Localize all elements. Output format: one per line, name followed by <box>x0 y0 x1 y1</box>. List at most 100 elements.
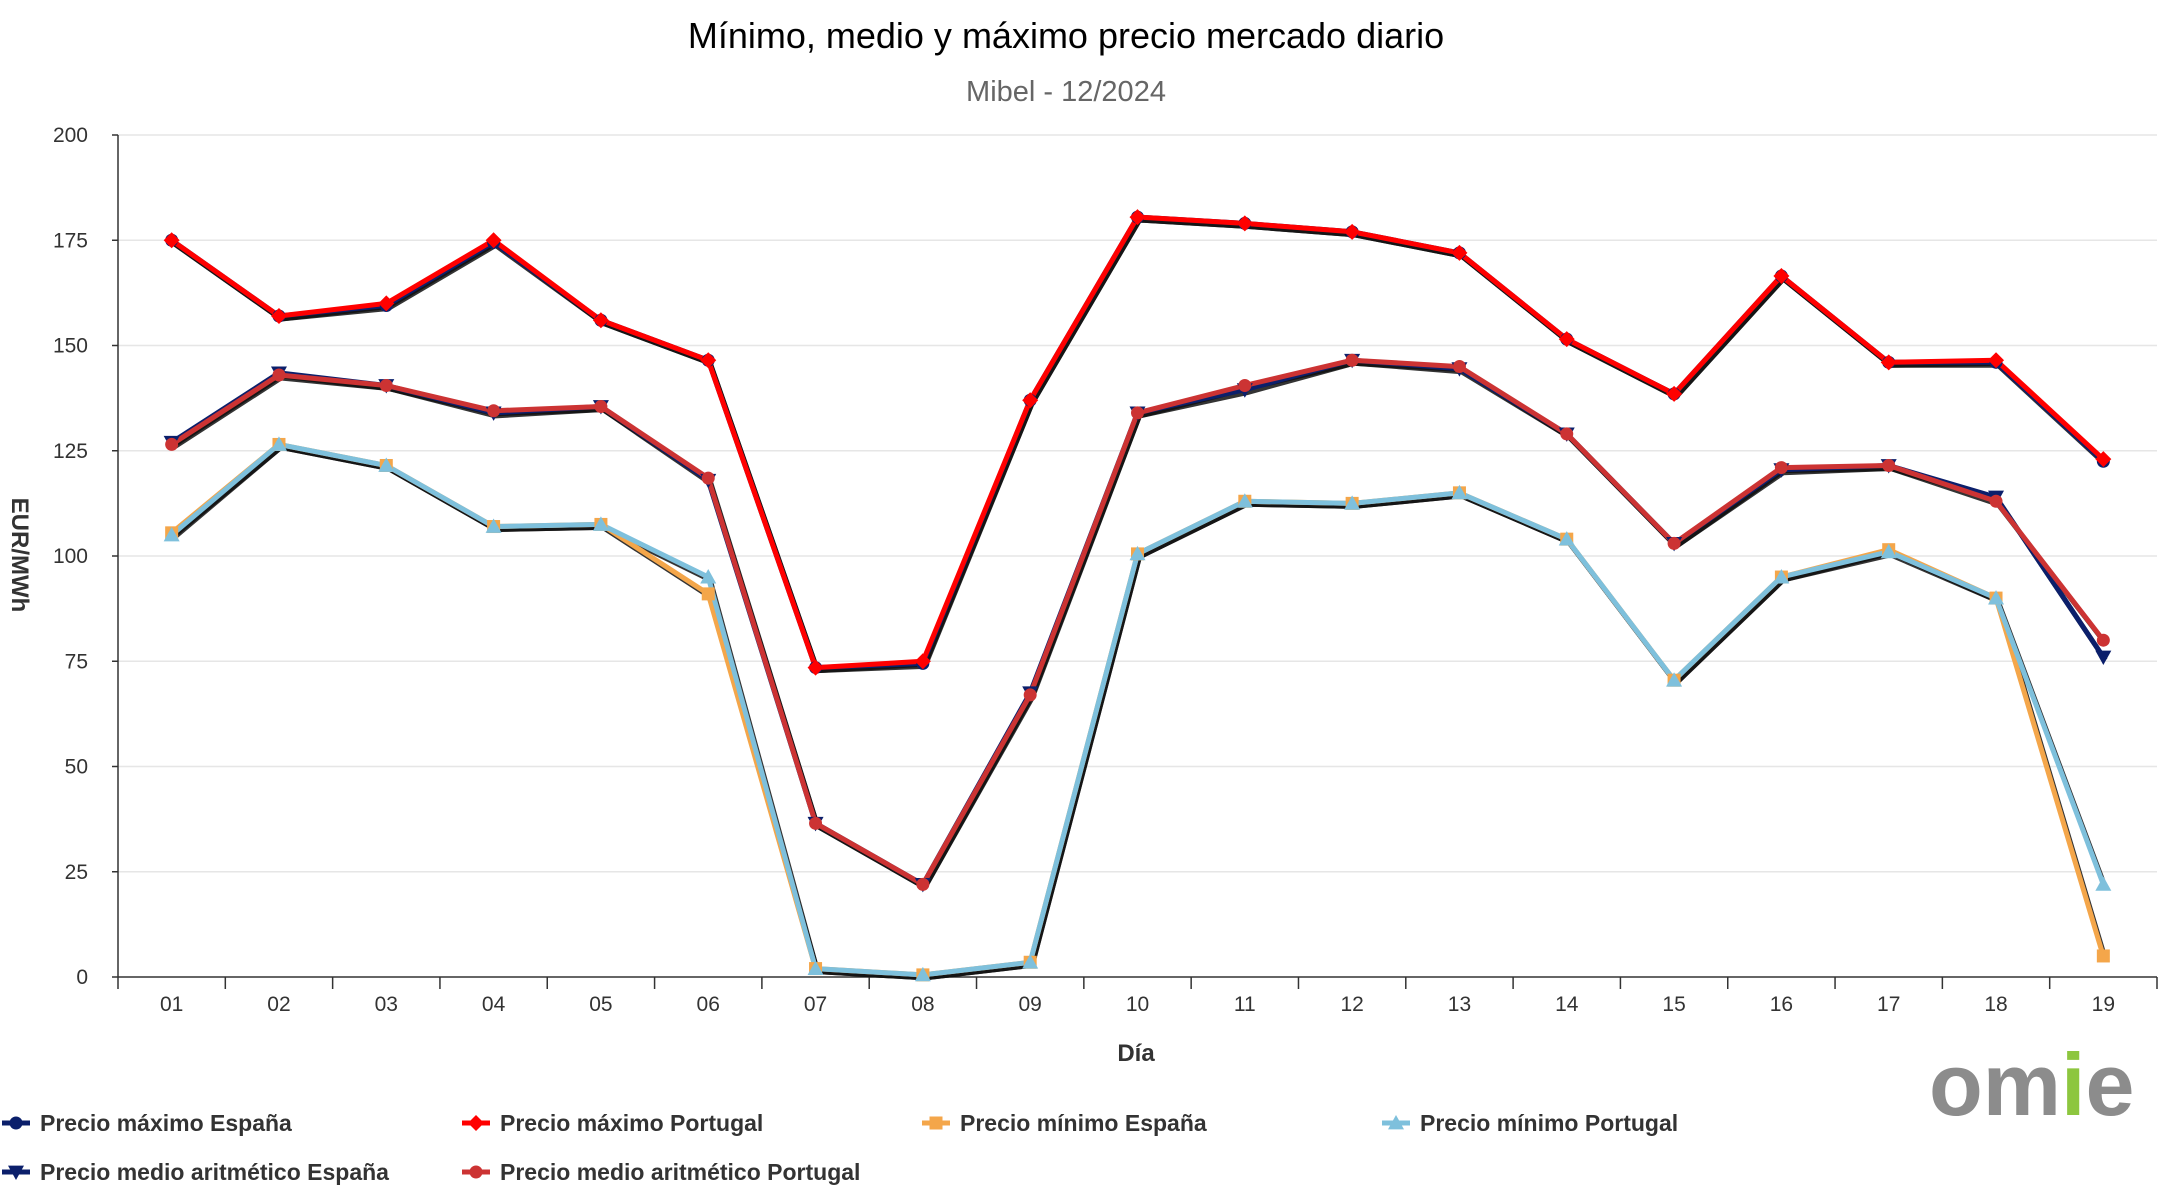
data-point <box>1989 494 2003 508</box>
data-point <box>1773 569 1790 584</box>
data-point <box>592 312 609 329</box>
x-tick-label: 15 <box>1662 993 1685 1016</box>
x-tick-label: 02 <box>267 993 290 1016</box>
x-tick-label: 08 <box>911 993 934 1016</box>
legend-item[interactable]: Precio medio aritmético España <box>2 1159 389 1185</box>
data-point <box>1988 590 2005 605</box>
data-point <box>1988 352 2005 369</box>
legend-label: Precio máximo Portugal <box>500 1110 763 1136</box>
data-point <box>163 526 180 542</box>
data-point <box>270 308 287 325</box>
data-point <box>378 295 395 312</box>
data-point <box>594 400 608 414</box>
series-line-1 <box>170 214 2105 671</box>
data-point <box>1022 392 1039 409</box>
axes <box>112 134 2158 989</box>
data-point <box>1131 406 1144 420</box>
data-point <box>270 436 287 451</box>
legend: Precio máximo España Precio máximo Portug… <box>2 1110 1678 1185</box>
data-point <box>1129 545 1146 561</box>
x-tick-label: 06 <box>697 993 720 1016</box>
data-point <box>701 587 715 601</box>
data-point <box>2095 876 2112 891</box>
legend-marker <box>9 1116 23 1130</box>
x-tick-label: 03 <box>375 993 398 1016</box>
series-shadow <box>172 217 2107 674</box>
omie-logo: omie <box>1929 1035 2134 1134</box>
data-point <box>700 569 717 584</box>
data-point <box>1023 688 1037 702</box>
legend-label: Precio medio aritmético España <box>40 1159 389 1185</box>
data-point <box>485 518 502 533</box>
chart-title: Mínimo, medio y máximo precio mercado di… <box>688 15 1444 56</box>
x-tick-label: 09 <box>1019 993 1042 1016</box>
series-line-5 <box>170 357 2106 887</box>
y-tick-label: 125 <box>53 440 88 463</box>
x-tick-label: 19 <box>2092 993 2115 1016</box>
data-point <box>1773 268 1790 285</box>
data-point <box>2095 451 2112 468</box>
y-tick-label: 175 <box>53 229 88 252</box>
legend-item[interactable]: Precio máximo España <box>2 1110 292 1136</box>
logo-letter: e <box>2085 1035 2134 1134</box>
x-tick-label: 13 <box>1448 993 1471 1016</box>
data-point <box>914 966 931 982</box>
logo-letter: o <box>1929 1035 1983 1134</box>
legend-label: Precio mínimo España <box>960 1110 1207 1136</box>
logo-letter: m <box>1983 1035 2061 1134</box>
data-point <box>914 653 931 670</box>
data-point <box>701 471 715 485</box>
data-point <box>1667 536 1681 550</box>
y-axis-title: EUR/MWh <box>6 498 33 613</box>
x-tick-label: 17 <box>1877 993 1900 1016</box>
legend-marker <box>469 1165 483 1179</box>
data-point <box>1880 354 1897 371</box>
y-tick-label: 150 <box>53 335 88 358</box>
data-point <box>1666 672 1683 687</box>
data-point <box>1022 954 1039 969</box>
series-shadow <box>172 217 2107 674</box>
legend-label: Precio medio aritmético Portugal <box>500 1159 860 1185</box>
data-point <box>807 960 824 975</box>
series-line-3 <box>170 441 2106 978</box>
data-point <box>1451 484 1468 500</box>
data-point <box>272 368 286 382</box>
grid-lines <box>118 134 2157 873</box>
data-point <box>1882 458 1896 472</box>
data-point <box>1344 495 1361 510</box>
data-point <box>592 516 609 531</box>
data-point <box>700 352 717 369</box>
series-line-0 <box>170 214 2105 671</box>
data-point <box>1560 427 1574 441</box>
y-tick-label: 200 <box>53 124 88 147</box>
data-point <box>2096 949 2110 963</box>
series-lines <box>163 209 2112 982</box>
data-point <box>916 877 930 891</box>
legend-item[interactable]: Precio máximo Portugal <box>462 1110 763 1136</box>
chart-subtitle: Mibel - 12/2024 <box>966 76 1166 108</box>
x-tick-label: 12 <box>1340 993 1363 1016</box>
x-tick-label: 18 <box>1984 993 2007 1016</box>
data-point <box>1345 353 1359 367</box>
data-point <box>1880 543 1897 559</box>
data-point <box>1452 360 1466 374</box>
data-point <box>1236 493 1253 508</box>
x-tick-labels: 01 02 03 04 05 06 07 08 09 10 11 12 13 14 15 16 17 18 19 <box>160 993 2115 1016</box>
y-tick-label: 25 <box>65 861 88 884</box>
data-point <box>1666 385 1683 402</box>
x-tick-label: 01 <box>160 993 183 1016</box>
data-point <box>1558 331 1575 348</box>
y-tick-label: 0 <box>76 966 88 989</box>
series-line-2 <box>170 441 2106 978</box>
data-point <box>485 232 502 249</box>
y-tick-label: 100 <box>53 545 88 568</box>
legend-label: Precio mínimo Portugal <box>1420 1110 1678 1136</box>
x-axis-title: Día <box>1117 1040 1155 1067</box>
series-shadow <box>172 360 2108 890</box>
legend-item[interactable]: Precio mínimo Portugal <box>1382 1110 1678 1136</box>
data-point <box>2095 650 2112 666</box>
legend-item[interactable]: Precio mínimo España <box>922 1110 1207 1136</box>
data-point <box>487 404 501 418</box>
legend-item[interactable]: Precio medio aritmético Portugal <box>462 1159 860 1185</box>
